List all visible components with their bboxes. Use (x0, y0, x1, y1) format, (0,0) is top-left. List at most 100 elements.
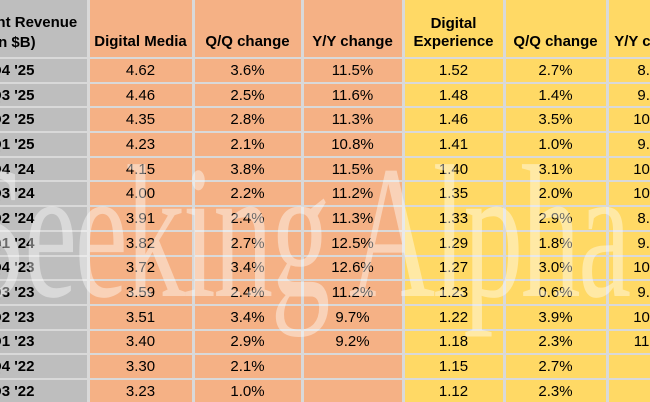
cell-dm-qq-change[interactable]: 2.1% (193, 354, 304, 380)
cell-dx-qq-change[interactable]: 0.6% (504, 280, 609, 306)
row-label-quarter[interactable]: Q3 '23 (0, 280, 90, 306)
cell-dx-revenue[interactable]: 1.15 (403, 354, 506, 380)
row-label-quarter[interactable]: Q3 '25 (0, 82, 90, 109)
cell-dx-yy-change[interactable]: 11.3% (607, 329, 650, 356)
row-label-quarter[interactable]: Q2 '23 (0, 304, 90, 331)
cell-dm-qq-change[interactable]: 2.4% (193, 206, 304, 232)
cell-dm-yy-change[interactable]: 11.5% (302, 156, 405, 183)
cell-dm-yy-change[interactable]: 11.3% (302, 107, 405, 134)
cell-dx-yy-change[interactable]: 9.6% (607, 82, 650, 109)
cell-dm-qq-change[interactable]: 2.5% (193, 82, 304, 109)
cell-dx-revenue[interactable]: 1.40 (403, 156, 506, 183)
cell-dm-yy-change[interactable]: 9.7% (302, 304, 405, 331)
cell-dm-yy-change[interactable]: 12.6% (302, 255, 405, 282)
cell-dm-revenue[interactable]: 4.15 (88, 156, 195, 183)
cell-dm-yy-change[interactable]: 11.5% (302, 58, 405, 84)
cell-dx-qq-change[interactable]: 1.0% (504, 132, 609, 158)
row-label-quarter[interactable]: Q1 '25 (0, 132, 90, 158)
row-label-quarter[interactable]: Q1 '23 (0, 329, 90, 356)
col-header-dx-yy-change[interactable]: Y/Y change (607, 0, 650, 59)
cell-dx-yy-change[interactable]: 10.1% (607, 107, 650, 134)
cell-dx-qq-change[interactable]: 2.3% (504, 378, 609, 402)
cell-dx-yy-change[interactable]: 9.4% (607, 132, 650, 158)
cell-dm-revenue[interactable]: 3.51 (88, 304, 195, 331)
cell-dm-revenue[interactable]: 3.72 (88, 255, 195, 282)
col-header-digital-media[interactable]: Digital Media (88, 0, 195, 59)
cell-dm-qq-change[interactable]: 3.6% (193, 58, 304, 84)
cell-dm-revenue[interactable]: 4.46 (88, 82, 195, 109)
row-label-quarter[interactable]: Q1 '24 (0, 230, 90, 257)
cell-dx-qq-change[interactable]: 3.9% (504, 304, 609, 331)
row-label-quarter[interactable]: Q3 '24 (0, 181, 90, 208)
cell-dx-revenue[interactable]: 1.46 (403, 107, 506, 134)
cell-dm-revenue[interactable]: 3.91 (88, 206, 195, 232)
row-label-quarter[interactable]: Q3 '22 (0, 378, 90, 402)
row-label-quarter[interactable]: Q4 '22 (0, 354, 90, 380)
cell-dm-revenue[interactable]: 3.59 (88, 280, 195, 306)
cell-dm-qq-change[interactable]: 2.4% (193, 280, 304, 306)
cell-dx-revenue[interactable]: 1.23 (403, 280, 506, 306)
cell-dm-yy-change[interactable]: 12.5% (302, 230, 405, 257)
cell-dm-yy-change[interactable]: 11.2% (302, 280, 405, 306)
cell-dx-qq-change[interactable]: 3.1% (504, 156, 609, 183)
cell-dm-qq-change[interactable]: 2.7% (193, 230, 304, 257)
cell-dm-revenue[interactable]: 3.40 (88, 329, 195, 356)
cell-dm-yy-change[interactable] (302, 354, 405, 380)
cell-dm-yy-change[interactable] (302, 378, 405, 402)
cell-dx-revenue[interactable]: 1.27 (403, 255, 506, 282)
col-header-digital-experience[interactable]: Digital Experience (403, 0, 506, 59)
cell-dm-qq-change[interactable]: 3.4% (193, 255, 304, 282)
cell-dx-revenue[interactable]: 1.22 (403, 304, 506, 331)
row-label-quarter[interactable]: Q4 '25 (0, 58, 90, 84)
cell-dm-qq-change[interactable]: 2.9% (193, 329, 304, 356)
cell-dx-qq-change[interactable]: 2.7% (504, 58, 609, 84)
cell-dx-yy-change[interactable]: 9.3% (607, 230, 650, 257)
cell-dm-qq-change[interactable]: 2.1% (193, 132, 304, 158)
cell-dx-yy-change[interactable] (607, 378, 650, 402)
row-label-quarter[interactable]: Q4 '23 (0, 255, 90, 282)
cell-dm-revenue[interactable]: 4.62 (88, 58, 195, 84)
cell-dx-qq-change[interactable]: 3.0% (504, 255, 609, 282)
cell-dm-qq-change[interactable]: 3.8% (193, 156, 304, 183)
cell-dm-revenue[interactable]: 3.23 (88, 378, 195, 402)
cell-dx-qq-change[interactable]: 2.3% (504, 329, 609, 356)
cell-dx-revenue[interactable]: 1.18 (403, 329, 506, 356)
cell-dm-qq-change[interactable]: 2.2% (193, 181, 304, 208)
cell-dx-qq-change[interactable]: 2.9% (504, 206, 609, 232)
cell-dm-revenue[interactable]: 4.00 (88, 181, 195, 208)
cell-dx-revenue[interactable]: 1.52 (403, 58, 506, 84)
col-header-dm-yy-change[interactable]: Y/Y change (302, 0, 405, 59)
cell-dm-yy-change[interactable]: 11.3% (302, 206, 405, 232)
row-label-quarter[interactable]: Q4 '24 (0, 156, 90, 183)
cell-dx-yy-change[interactable]: 8.9% (607, 206, 650, 232)
cell-dx-revenue[interactable]: 1.48 (403, 82, 506, 109)
cell-dm-revenue[interactable]: 4.23 (88, 132, 195, 158)
cell-dx-revenue[interactable]: 1.41 (403, 132, 506, 158)
cell-dm-yy-change[interactable]: 11.6% (302, 82, 405, 109)
cell-dm-revenue[interactable]: 4.35 (88, 107, 195, 134)
cell-dx-revenue[interactable]: 1.12 (403, 378, 506, 402)
cell-dx-yy-change[interactable]: 10.0% (607, 181, 650, 208)
cell-dm-revenue[interactable]: 3.30 (88, 354, 195, 380)
cell-dx-yy-change[interactable]: 10.2% (607, 156, 650, 183)
cell-dm-yy-change[interactable]: 11.2% (302, 181, 405, 208)
cell-dx-revenue[interactable]: 1.29 (403, 230, 506, 257)
cell-dm-qq-change[interactable]: 3.4% (193, 304, 304, 331)
cell-dm-yy-change[interactable]: 9.2% (302, 329, 405, 356)
cell-dm-qq-change[interactable]: 1.0% (193, 378, 304, 402)
cell-dx-revenue[interactable]: 1.35 (403, 181, 506, 208)
cell-dx-qq-change[interactable]: 3.5% (504, 107, 609, 134)
cell-dm-revenue[interactable]: 3.82 (88, 230, 195, 257)
cell-dx-qq-change[interactable]: 1.4% (504, 82, 609, 109)
cell-dm-yy-change[interactable]: 10.8% (302, 132, 405, 158)
cell-dx-yy-change[interactable]: 8.6% (607, 58, 650, 84)
cell-dx-revenue[interactable]: 1.33 (403, 206, 506, 232)
cell-dx-yy-change[interactable]: 10.9% (607, 304, 650, 331)
cell-dm-qq-change[interactable]: 2.8% (193, 107, 304, 134)
row-label-quarter[interactable]: Q2 '25 (0, 107, 90, 134)
corner-header[interactable]: Segment Revenue (in $B) (0, 0, 90, 59)
col-header-dm-qq-change[interactable]: Q/Q change (193, 0, 304, 59)
cell-dx-yy-change[interactable]: 10.4% (607, 255, 650, 282)
cell-dx-qq-change[interactable]: 2.0% (504, 181, 609, 208)
cell-dx-qq-change[interactable]: 2.7% (504, 354, 609, 380)
